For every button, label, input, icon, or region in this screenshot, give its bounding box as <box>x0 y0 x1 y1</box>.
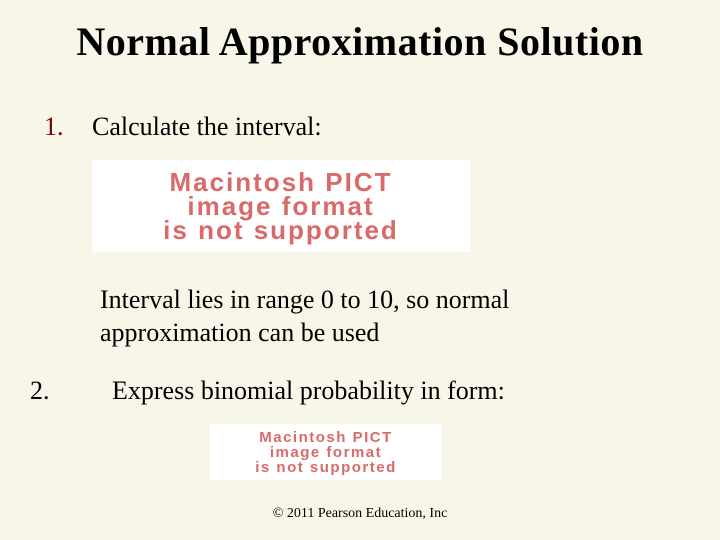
list-number-2: 2. <box>30 376 50 406</box>
list-number-1: 1. <box>44 112 64 142</box>
pict-placeholder-line: is not supported <box>255 460 397 475</box>
list-followup-1: Interval lies in range 0 to 10, so norma… <box>100 284 620 349</box>
list-text-1: Calculate the interval: <box>92 112 322 142</box>
pict-placeholder-2: Macintosh PICT image format is not suppo… <box>210 424 442 480</box>
slide: Normal Approximation Solution 1. Calcula… <box>0 0 720 540</box>
pict-placeholder-1: Macintosh PICT image format is not suppo… <box>92 160 470 252</box>
list-text-2: Express binomial probability in form: <box>112 376 505 406</box>
slide-title: Normal Approximation Solution <box>0 18 720 65</box>
pict-placeholder-line: image format <box>270 445 382 460</box>
copyright-text: © 2011 Pearson Education, Inc <box>0 506 720 522</box>
pict-placeholder-line: is not supported <box>163 217 399 243</box>
pict-placeholder-line: Macintosh PICT <box>259 430 393 445</box>
